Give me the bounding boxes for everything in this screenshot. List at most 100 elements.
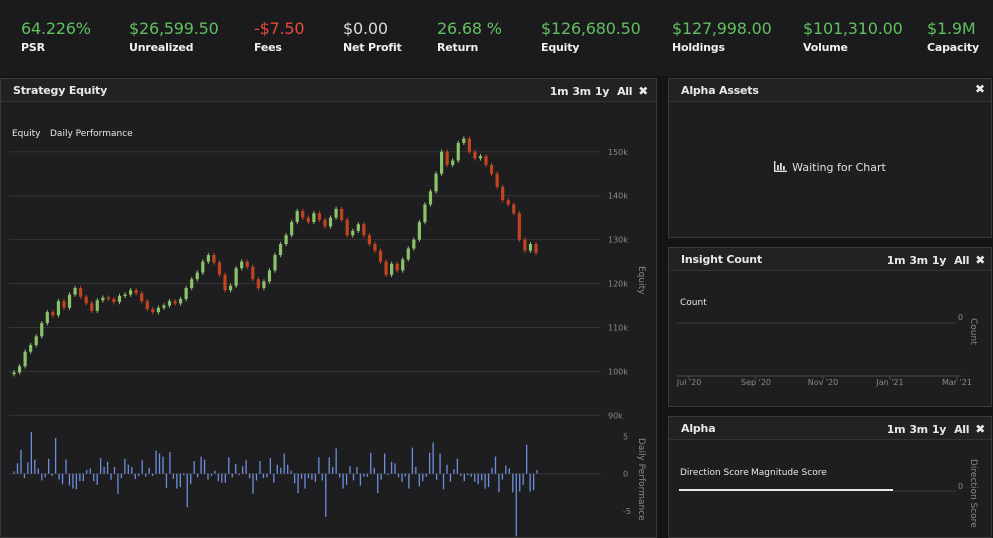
daily-performance-bar[interactable] [276,464,278,474]
daily-performance-bar[interactable] [151,473,154,476]
equity-candle[interactable] [67,294,72,308]
daily-performance-bar[interactable] [328,457,330,474]
daily-performance-bar[interactable] [321,473,323,481]
daily-performance-bar[interactable] [370,452,372,474]
daily-performance-bar[interactable] [536,469,538,474]
equity-candle[interactable] [428,191,433,205]
equity-candle[interactable] [123,294,127,297]
equity-candle[interactable] [101,297,105,301]
daily-performance-bar[interactable] [44,473,46,478]
equity-candle[interactable] [245,261,249,267]
daily-performance-bar[interactable] [273,473,275,483]
daily-performance-bar[interactable] [148,467,150,474]
daily-performance-bar[interactable] [501,473,504,480]
daily-performance-bar[interactable] [366,473,368,477]
daily-performance-bar[interactable] [415,466,417,474]
equity-candle[interactable] [356,224,360,231]
daily-performance-bar[interactable] [373,467,375,474]
equity-candle[interactable] [401,259,405,271]
equity-candle[interactable] [378,250,383,262]
daily-performance-bar[interactable] [106,461,109,474]
daily-performance-bar[interactable] [231,473,233,478]
equity-candle[interactable] [362,224,366,236]
daily-performance-bar[interactable] [238,473,240,476]
equity-candle[interactable] [240,261,244,269]
equity-candle[interactable] [62,301,66,308]
legend-equity[interactable]: Equity [12,129,41,139]
daily-performance-bar[interactable] [363,473,365,477]
daily-performance-bar[interactable] [113,466,116,474]
daily-performance-bar[interactable] [127,464,129,474]
equity-candle[interactable] [178,298,183,304]
daily-performance-bar[interactable] [387,473,389,476]
daily-performance-bar[interactable] [235,464,237,474]
equity-candle[interactable] [106,297,111,300]
daily-performance-bar[interactable] [477,473,479,485]
daily-performance-bar[interactable] [283,453,285,474]
equity-candle[interactable] [373,244,377,251]
daily-performance-bar[interactable] [79,473,81,482]
equity-candle[interactable] [506,200,510,205]
daily-performance-bar[interactable] [345,473,348,485]
daily-performance-bar[interactable] [34,459,36,474]
daily-performance-bar[interactable] [13,471,15,474]
daily-performance-bar[interactable] [196,473,199,478]
equity-candle[interactable] [201,261,205,273]
daily-performance-bar[interactable] [325,473,327,517]
daily-performance-bar[interactable] [526,444,528,474]
daily-performance-bar[interactable] [342,473,344,489]
daily-performance-bar[interactable] [404,473,407,477]
daily-performance-bar[interactable] [397,473,400,478]
daily-performance-bar[interactable] [93,473,95,482]
equity-candle[interactable] [195,272,199,280]
daily-performance-bar[interactable] [61,473,64,485]
daily-performance-bar[interactable] [120,473,123,479]
equity-candle[interactable] [495,173,499,187]
equity-candle[interactable] [217,262,222,275]
daily-performance-bar[interactable] [134,473,136,479]
equity-candle[interactable] [345,219,349,236]
daily-performance-bar[interactable] [262,473,265,479]
equity-candle[interactable] [456,142,460,161]
daily-performance-bar[interactable] [255,473,258,481]
daily-performance-bar[interactable] [217,473,220,482]
daily-performance-bar[interactable] [390,461,393,474]
equity-candle[interactable] [117,295,122,303]
daily-performance-bar[interactable] [429,452,431,474]
daily-performance-bar[interactable] [210,473,213,476]
daily-performance-bar[interactable] [190,473,192,485]
daily-performance-bar[interactable] [228,457,230,474]
daily-performance-bar[interactable] [435,473,438,480]
equity-candle[interactable] [156,307,160,313]
daily-performance-bar[interactable] [352,473,355,481]
equity-candle[interactable] [306,217,310,223]
equity-candle[interactable] [395,263,399,271]
close-icon[interactable]: ✖ [638,84,648,98]
equity-candle[interactable] [312,213,316,223]
daily-performance-bar[interactable] [519,473,521,492]
daily-performance-bar[interactable] [96,473,98,485]
range-1y-button[interactable]: 1y [931,254,947,267]
equity-candle[interactable] [151,309,155,313]
daily-performance-bar[interactable] [470,473,472,477]
daily-performance-bar[interactable] [449,473,452,482]
daily-performance-bar[interactable] [23,473,26,479]
daily-performance-bar[interactable] [51,473,53,476]
equity-candle[interactable] [56,301,61,316]
equity-candle[interactable] [284,235,288,245]
daily-performance-bar[interactable] [338,473,341,478]
equity-candle[interactable] [79,287,83,297]
equity-candle[interactable] [173,301,177,304]
daily-performance-bar[interactable] [293,473,296,484]
daily-performance-bar[interactable] [480,473,483,481]
equity-candle[interactable] [478,156,483,159]
daily-performance-bar[interactable] [82,473,84,482]
daily-performance-bar[interactable] [54,437,57,474]
equity-candle[interactable] [73,287,77,295]
equity-candle[interactable] [256,279,260,288]
daily-performance-bar[interactable] [505,465,507,474]
daily-performance-bar[interactable] [179,473,181,488]
equity-candle[interactable] [29,345,33,352]
daily-performance-bar[interactable] [162,456,164,474]
equity-candle[interactable] [273,255,277,271]
